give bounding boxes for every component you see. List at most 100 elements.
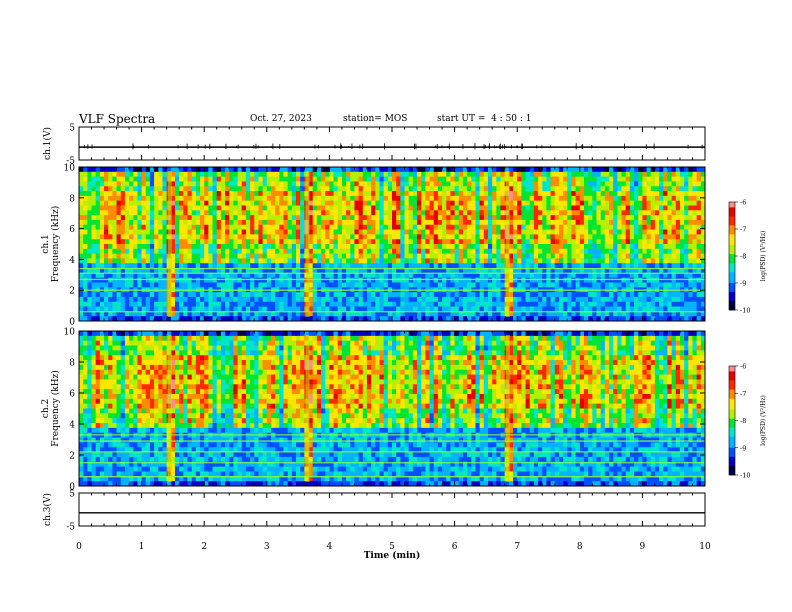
spectrogram-cell — [642, 176, 647, 182]
spectrogram-cell — [371, 219, 376, 226]
spectrogram-cell — [588, 176, 593, 182]
spectrogram-cell — [583, 296, 589, 303]
spectrogram-cell — [663, 191, 668, 197]
spectrogram-cell — [229, 167, 234, 173]
spectrogram-cell — [341, 268, 347, 274]
spectrogram-cell — [179, 171, 184, 178]
spectrogram-cell — [412, 248, 418, 255]
spectrogram-cell — [133, 248, 138, 255]
spectrogram-cell — [567, 195, 572, 202]
spectrogram-cell — [437, 224, 443, 230]
spectrogram-cell — [233, 186, 238, 192]
spectrogram-cell — [275, 239, 280, 245]
spectrogram-cell — [174, 301, 180, 307]
spectrogram-cell — [654, 200, 660, 206]
spectrogram-cell — [362, 248, 368, 255]
spectrogram-cell — [83, 244, 88, 250]
spectrogram-cell — [613, 234, 618, 240]
spectrogram-cell — [692, 229, 698, 235]
spectrogram-cell — [487, 316, 493, 322]
spectrogram-cell — [542, 301, 547, 307]
spectrogram-cell — [654, 316, 660, 322]
spectrogram-cell — [283, 181, 289, 187]
spectrogram-cell — [446, 195, 451, 202]
spectrogram-cell — [425, 239, 430, 245]
spectrogram-cell — [596, 191, 602, 197]
spectrogram-cell — [233, 306, 238, 312]
spectrogram-cell — [529, 263, 535, 269]
spectrogram-cell — [208, 292, 213, 298]
spectrogram-cell — [617, 205, 622, 211]
spectrogram-cell — [625, 205, 631, 211]
spectrogram-cell — [371, 229, 376, 235]
spectrogram-cell — [604, 195, 610, 202]
spectrogram-cell — [371, 186, 376, 192]
spectrogram-cell — [237, 296, 243, 303]
spectrogram-cell — [604, 301, 610, 307]
spectrogram-cell — [262, 263, 268, 269]
spectrogram-cell — [325, 200, 330, 206]
spectrogram-cell — [104, 292, 109, 298]
spectrogram-cell — [112, 282, 117, 288]
spectrogram-cell — [254, 263, 259, 269]
spectrogram-cell — [392, 282, 397, 288]
spectrogram-cell — [525, 181, 531, 187]
spectrogram-cell — [91, 481, 97, 487]
spectrogram-cell — [149, 277, 155, 283]
spectrogram-cell — [174, 167, 180, 173]
spectrogram-cell — [225, 311, 230, 317]
spectrogram-cell — [149, 272, 155, 279]
spectrogram-cell — [483, 191, 489, 197]
spectrogram-cell — [663, 263, 668, 269]
spectrogram-cell — [583, 167, 589, 173]
spectrogram-cell — [341, 191, 347, 197]
spectrogram-cell — [279, 205, 284, 211]
spectrogram-cell — [496, 186, 501, 192]
spectrogram-cell — [362, 277, 368, 283]
spectrogram-cell — [696, 176, 702, 182]
spectrogram-cell — [116, 191, 122, 197]
spectrogram-cell — [671, 215, 677, 221]
spectrogram-cell — [279, 191, 284, 197]
spectrogram-cell — [517, 239, 522, 245]
spectrogram-cell — [325, 205, 330, 211]
spectrogram-cell — [684, 239, 689, 245]
spectrogram-cell — [579, 234, 585, 240]
spectrogram-cell — [333, 248, 339, 255]
spectrogram-cell — [346, 239, 351, 245]
spectrogram-cell — [571, 268, 577, 274]
spectrogram-cell — [291, 229, 297, 235]
spectrogram-cell — [592, 215, 597, 221]
spectrogram-cell — [350, 234, 355, 240]
spectrogram-cell — [479, 239, 485, 245]
spectrogram-cell — [700, 215, 706, 221]
spectrogram-cell — [517, 219, 522, 226]
spectrogram-cell — [613, 167, 618, 173]
spectrogram-cell — [659, 234, 664, 240]
spectrogram-cell — [258, 224, 264, 230]
spectrogram-cell — [550, 195, 556, 202]
spectrogram-cell — [583, 253, 589, 259]
spectrogram-cell — [116, 239, 122, 245]
spectrogram-cell — [513, 171, 518, 178]
spectrogram-cell — [700, 239, 706, 245]
spectrogram-cell — [579, 181, 585, 187]
spectrogram-cell — [91, 461, 97, 468]
spectrogram-cell — [262, 282, 268, 288]
spectrogram-cell — [379, 215, 385, 221]
spectrogram-cell — [341, 171, 347, 178]
spectrogram-cell — [174, 205, 180, 211]
spectrogram-cell — [604, 210, 610, 216]
spectrogram-cell — [583, 205, 589, 211]
spectrogram-cell — [538, 272, 543, 279]
spectrogram-cell — [91, 345, 97, 351]
spectrogram-cell — [87, 171, 92, 178]
spectrogram-cell — [195, 171, 201, 178]
spectrogram-cell — [91, 442, 97, 448]
spectrogram-cell — [638, 210, 643, 216]
spectrogram-cell — [513, 181, 518, 187]
spectrogram-cell — [558, 268, 564, 274]
spectrogram-cell — [325, 229, 330, 235]
spectrogram-cell — [625, 215, 631, 221]
spectrogram-cell — [538, 292, 543, 298]
